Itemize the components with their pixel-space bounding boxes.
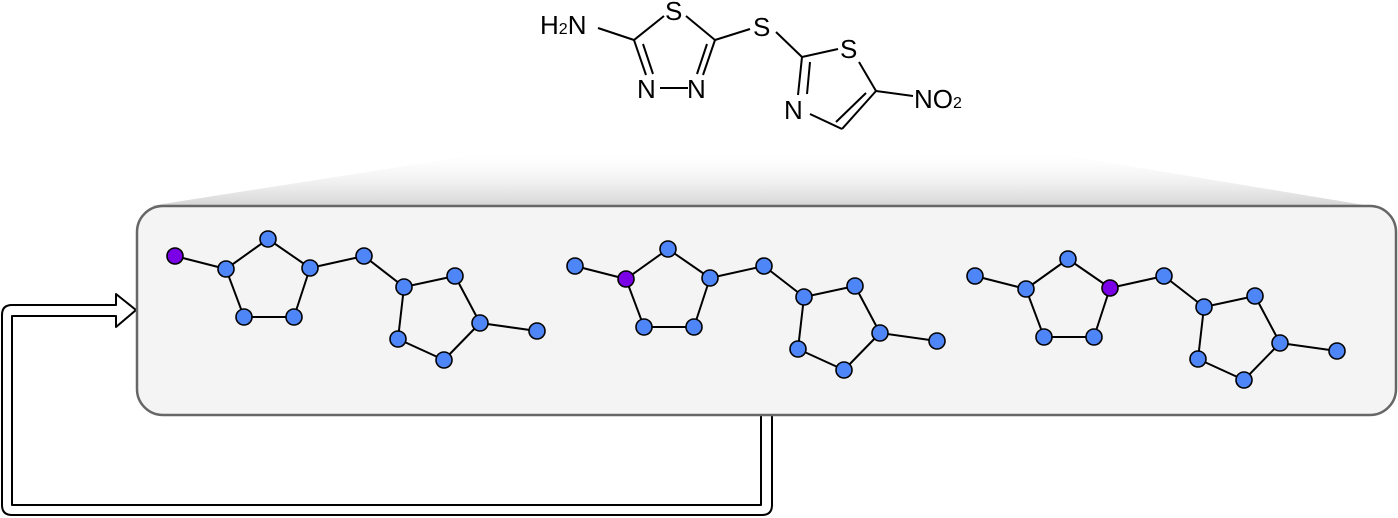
molecule-labels: H2N S N N S S N NO2 xyxy=(540,0,962,125)
graph-edge xyxy=(879,332,938,342)
graph-node xyxy=(389,330,407,348)
graph-edge xyxy=(1254,295,1281,344)
graph-node xyxy=(285,308,303,326)
ring1-nitrogen-left-label: N xyxy=(637,74,656,104)
graph-node xyxy=(635,318,653,336)
ring2-nitrogen-label: N xyxy=(784,95,803,125)
graph-node xyxy=(789,340,807,358)
graph-node xyxy=(659,240,677,258)
molecule-structure xyxy=(597,15,914,130)
graph-node-highlighted xyxy=(1101,279,1119,297)
graph-edge xyxy=(479,322,538,332)
graph-node xyxy=(701,269,719,287)
graph-edge xyxy=(309,255,365,269)
graph-node xyxy=(528,322,546,340)
nitro-label: NO2 xyxy=(914,84,962,114)
graph-node xyxy=(435,351,453,369)
ring1-sulfur-label: S xyxy=(665,0,682,26)
graph-edge xyxy=(854,285,881,334)
graph-frame-1 xyxy=(166,230,546,369)
graph-node xyxy=(259,230,277,248)
graph-frames xyxy=(166,230,1346,389)
graph-node xyxy=(1059,250,1077,268)
graph-node xyxy=(446,267,464,285)
graph-node-highlighted xyxy=(166,247,184,265)
graph-node xyxy=(966,267,984,285)
graph-edge xyxy=(454,275,481,324)
graph-node xyxy=(217,260,235,278)
graph-node xyxy=(471,314,489,332)
graph-node xyxy=(1155,267,1173,285)
graph-node xyxy=(566,257,584,275)
graph-node xyxy=(1235,371,1253,389)
graph-node-highlighted xyxy=(617,270,635,288)
graph-node xyxy=(871,324,889,342)
graph-node xyxy=(1035,328,1053,346)
graph-node xyxy=(1085,328,1103,346)
graph-node xyxy=(301,259,319,277)
graph-node xyxy=(1189,350,1207,368)
graph-node xyxy=(1246,287,1264,305)
ring2-sulfur-label: S xyxy=(840,34,857,64)
graph-node xyxy=(755,257,773,275)
graph-node xyxy=(1017,280,1035,298)
graph-node xyxy=(355,247,373,265)
graph-node xyxy=(928,332,946,350)
graph-node xyxy=(685,318,703,336)
graph-node xyxy=(395,278,413,296)
graph-node xyxy=(1195,298,1213,316)
graph-node xyxy=(846,277,864,295)
ring1-nitrogen-right-label: N xyxy=(687,74,706,104)
graph-node xyxy=(1328,342,1346,360)
projection-fade xyxy=(150,148,1370,206)
graph-frame-3 xyxy=(966,250,1346,389)
graph-edge xyxy=(1279,342,1338,352)
graph-node xyxy=(235,308,253,326)
graph-frame-2 xyxy=(566,240,946,379)
amine-label: H2N xyxy=(540,10,586,40)
graph-edge xyxy=(1109,275,1165,289)
bridge-sulfur-label: S xyxy=(753,12,770,42)
graph-edge xyxy=(709,265,765,279)
graph-node xyxy=(1271,334,1289,352)
graph-node xyxy=(835,361,853,379)
graph-node xyxy=(795,288,813,306)
feedback-loop-arrow xyxy=(1,293,773,516)
